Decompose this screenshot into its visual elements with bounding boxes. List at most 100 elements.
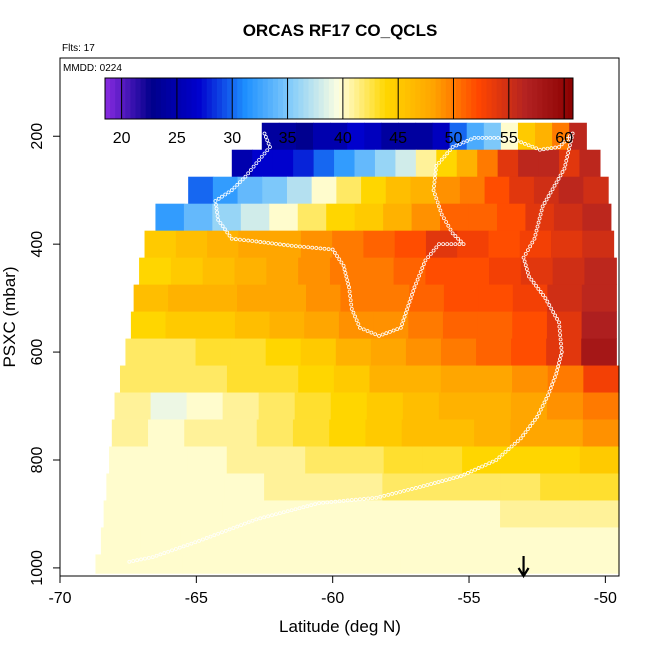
heatmap-cell: [405, 338, 442, 366]
heatmap-cell: [125, 338, 162, 366]
flight-track-point: [544, 197, 549, 202]
flight-track-point: [342, 267, 347, 272]
colorbar-swatch: [227, 78, 233, 119]
heatmap-cell: [333, 365, 371, 393]
flight-track-point: [235, 182, 240, 187]
flight-track-point: [527, 274, 531, 279]
flight-track-point: [562, 166, 567, 171]
flight-track-point: [538, 147, 542, 152]
flight-track-point: [127, 559, 132, 564]
heatmap-cell: [419, 527, 461, 555]
colorbar-swatch: [176, 78, 182, 119]
flight-track-point: [325, 500, 330, 505]
x-tick-label: -55: [457, 590, 480, 607]
heatmap-cell: [182, 500, 224, 528]
flight-track-point: [557, 360, 561, 365]
colorbar-tick-label: 50: [445, 130, 463, 147]
heatmap-cell: [313, 149, 335, 178]
flight-track-point: [268, 145, 272, 149]
heatmap-cell: [237, 284, 273, 313]
heatmap-cell: [410, 176, 436, 205]
heatmap-cell: [330, 392, 368, 420]
heatmap-cell: [394, 230, 427, 259]
flight-track-point: [506, 447, 511, 452]
flight-track-point: [139, 557, 143, 562]
flight-track-point: [402, 488, 406, 493]
heatmap-cell: [457, 257, 490, 286]
flight-track-point: [231, 526, 236, 530]
flight-track-point: [442, 216, 446, 221]
flight-track-point: [562, 139, 567, 144]
heatmap-cell: [538, 149, 560, 178]
heatmap-cell: [379, 527, 421, 555]
flight-track-point: [541, 293, 545, 297]
heatmap-cell: [558, 176, 584, 205]
flight-track-point: [560, 170, 565, 174]
colorbar-swatch: [557, 78, 564, 119]
colorbar-swatch: [145, 78, 152, 119]
heatmap-cell: [148, 419, 185, 447]
colorbar-swatch: [537, 78, 543, 119]
heatmap-cell: [443, 284, 479, 313]
flight-track-point: [317, 501, 321, 506]
flight-track-point: [565, 155, 570, 159]
flight-track-point: [550, 187, 555, 192]
heatmap-cell: [512, 311, 548, 339]
flight-track-point: [418, 270, 423, 274]
flight-track-point: [522, 259, 527, 264]
flight-track-point: [212, 533, 217, 538]
heatmap-cell: [381, 122, 400, 151]
heatmap-cell: [435, 176, 461, 205]
flight-track-point: [536, 220, 541, 225]
heatmap-cell: [347, 122, 365, 151]
flight-track-point: [534, 228, 539, 233]
flight-track-point: [277, 511, 282, 516]
flight-track-point: [131, 559, 136, 563]
heatmap-cell: [500, 473, 541, 501]
flight-track-point: [135, 558, 140, 563]
flight-track-point: [146, 555, 151, 560]
flight-track-point: [440, 479, 445, 483]
flight-track-point: [497, 455, 502, 460]
colorbar-swatch: [150, 78, 157, 119]
flight-track-point: [434, 164, 439, 168]
flight-track-point: [453, 234, 458, 238]
flight-track-point: [432, 184, 436, 189]
flight-track-point: [365, 329, 370, 333]
flight-track-point: [410, 292, 414, 297]
flight-track-point: [251, 164, 256, 169]
flight-track-point: [358, 497, 362, 502]
flight-track-point: [444, 220, 449, 224]
colorbar-swatch: [222, 78, 228, 119]
flight-track-point: [566, 151, 570, 155]
flight-track-point: [483, 462, 488, 467]
flight-track-point: [449, 242, 454, 247]
heatmap-cell: [222, 500, 263, 528]
flight-track-point: [306, 245, 311, 250]
flight-track-point: [349, 307, 354, 311]
flight-track-point: [414, 281, 418, 286]
heatmap-cell: [383, 446, 424, 474]
colorbar-swatch: [405, 78, 411, 119]
colorbar-swatch: [369, 78, 376, 119]
flight-track-point: [448, 227, 453, 232]
flight-track-point: [240, 177, 245, 182]
flight-track-point: [282, 242, 286, 247]
flight-track-point: [185, 543, 190, 547]
flight-track-point: [278, 242, 282, 247]
heatmap-cell: [546, 392, 584, 420]
heatmap-cell: [512, 284, 548, 313]
flight-track-point: [354, 318, 359, 323]
flight-track-point: [239, 523, 243, 527]
heatmap-cell: [363, 230, 396, 259]
heatmap-cell: [220, 527, 261, 555]
colorbar-swatch: [232, 78, 238, 119]
flight-track-point: [248, 168, 253, 172]
flight-track-point: [274, 512, 278, 517]
flight-track-point: [406, 303, 411, 308]
heatmap-cell: [553, 203, 583, 232]
colorbar-swatch: [547, 78, 554, 119]
flight-track-point: [398, 325, 403, 330]
flight-track-point: [265, 138, 270, 143]
colorbar-swatch: [110, 78, 116, 119]
